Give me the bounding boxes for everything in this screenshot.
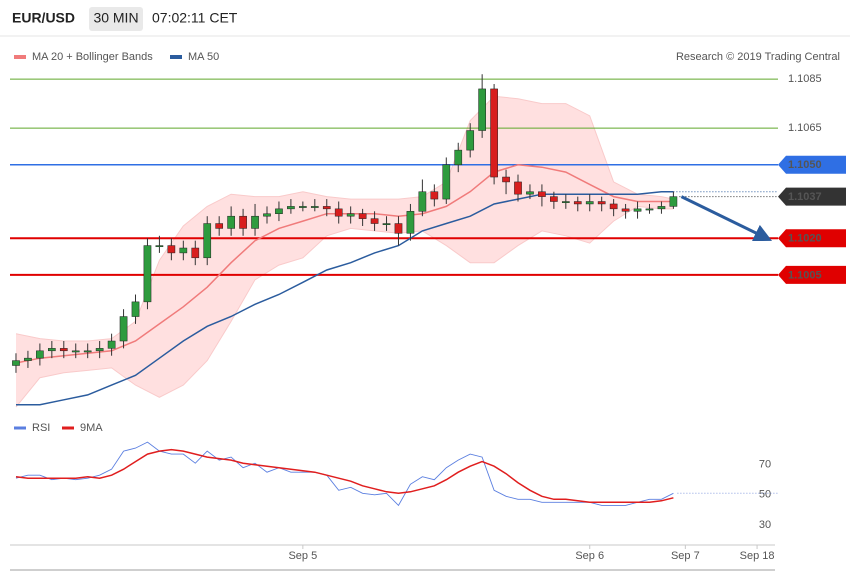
time: 07:02:11 CET <box>152 10 238 26</box>
level-label: 1.1085 <box>788 73 822 85</box>
candle-body <box>609 203 618 210</box>
interval-box[interactable] <box>89 7 143 31</box>
candle-body <box>370 218 379 224</box>
legend-label: MA 20 + Bollinger Bands <box>32 51 153 63</box>
legend-label: 9MA <box>80 422 103 434</box>
y-tick-label: 50 <box>759 489 771 501</box>
candle-body <box>179 247 188 254</box>
candle-body <box>143 245 152 303</box>
level-label: 1.1020 <box>788 233 822 245</box>
level-box <box>778 187 846 206</box>
candle-body <box>95 348 104 352</box>
bollinger-upper <box>15 95 674 342</box>
source: Research © 2019 Trading Central <box>676 51 840 63</box>
level-label: 1.1050 <box>788 159 822 171</box>
candle-body <box>538 191 546 197</box>
candle-body <box>645 208 654 211</box>
candle-body <box>633 208 642 212</box>
candle-body <box>191 247 200 259</box>
level-label: 1.1065 <box>788 122 822 134</box>
ma50-line <box>16 190 674 406</box>
candle-body <box>203 223 212 259</box>
candle-body <box>12 360 20 366</box>
level-box <box>778 155 846 174</box>
y-tick-label: 30 <box>759 519 771 531</box>
legend-label: RSI <box>32 422 50 434</box>
candle-body <box>263 213 271 217</box>
candle-body <box>167 245 176 254</box>
candle-body <box>454 149 463 166</box>
x-tick-label: Sep 6 <box>575 550 604 562</box>
candle-body <box>310 206 319 208</box>
candle-body <box>621 208 630 212</box>
candle-body <box>502 176 510 183</box>
y-tick-label: 70 <box>759 459 771 471</box>
candle-body <box>597 201 606 205</box>
x-tick-label: Sep 7 <box>671 550 700 562</box>
candle-body <box>322 206 331 210</box>
candle-body <box>215 223 224 229</box>
candle-body <box>394 223 403 234</box>
legend-label: MA 50 <box>188 51 219 63</box>
candle-body <box>119 316 128 342</box>
candle-body <box>358 213 367 219</box>
candle-body <box>442 164 451 200</box>
candle-body <box>550 196 558 202</box>
candle-body <box>561 201 570 203</box>
candle-body <box>59 348 68 352</box>
candle-body <box>24 357 32 361</box>
candle-body <box>239 215 247 229</box>
level-label: 1.1005 <box>788 269 822 281</box>
level-box <box>778 265 846 284</box>
candle-body <box>334 208 343 217</box>
candle-body <box>406 211 415 234</box>
candle-body <box>299 206 307 208</box>
indicator-line <box>15 448 674 504</box>
candle-body <box>418 191 427 212</box>
candle-body <box>275 208 283 214</box>
candle-body <box>657 206 666 210</box>
candle-body <box>107 340 116 349</box>
candle-body <box>514 181 522 195</box>
bollinger-fill <box>16 96 674 408</box>
x-tick-label: Sep 5 <box>288 550 317 562</box>
candle-body <box>155 245 164 248</box>
candle-body <box>227 215 235 229</box>
forecast-arrow <box>680 195 773 242</box>
candle-body <box>573 201 582 205</box>
candle-body <box>382 223 391 225</box>
candle-body <box>48 348 56 352</box>
candle-body <box>585 201 594 205</box>
candle-body <box>430 191 439 200</box>
candle-body <box>71 350 80 353</box>
x-tick-label: Sep 18 <box>740 550 775 562</box>
candle-body <box>466 130 475 151</box>
level-box <box>778 229 846 248</box>
candle-body <box>251 215 259 229</box>
candle-body <box>669 196 678 207</box>
candle-body <box>83 350 92 353</box>
candle-body <box>287 206 295 210</box>
indicator-line <box>15 441 674 507</box>
candle-body <box>478 88 486 131</box>
candle-body <box>36 350 44 359</box>
symbol: EUR/USD <box>12 10 75 26</box>
candle-body <box>346 213 355 217</box>
candle-body <box>131 301 140 317</box>
candle-body <box>526 191 534 195</box>
interval[interactable]: 30 MIN <box>93 10 138 26</box>
candle-body <box>490 88 498 178</box>
level-label: 1.1037 <box>788 191 822 203</box>
